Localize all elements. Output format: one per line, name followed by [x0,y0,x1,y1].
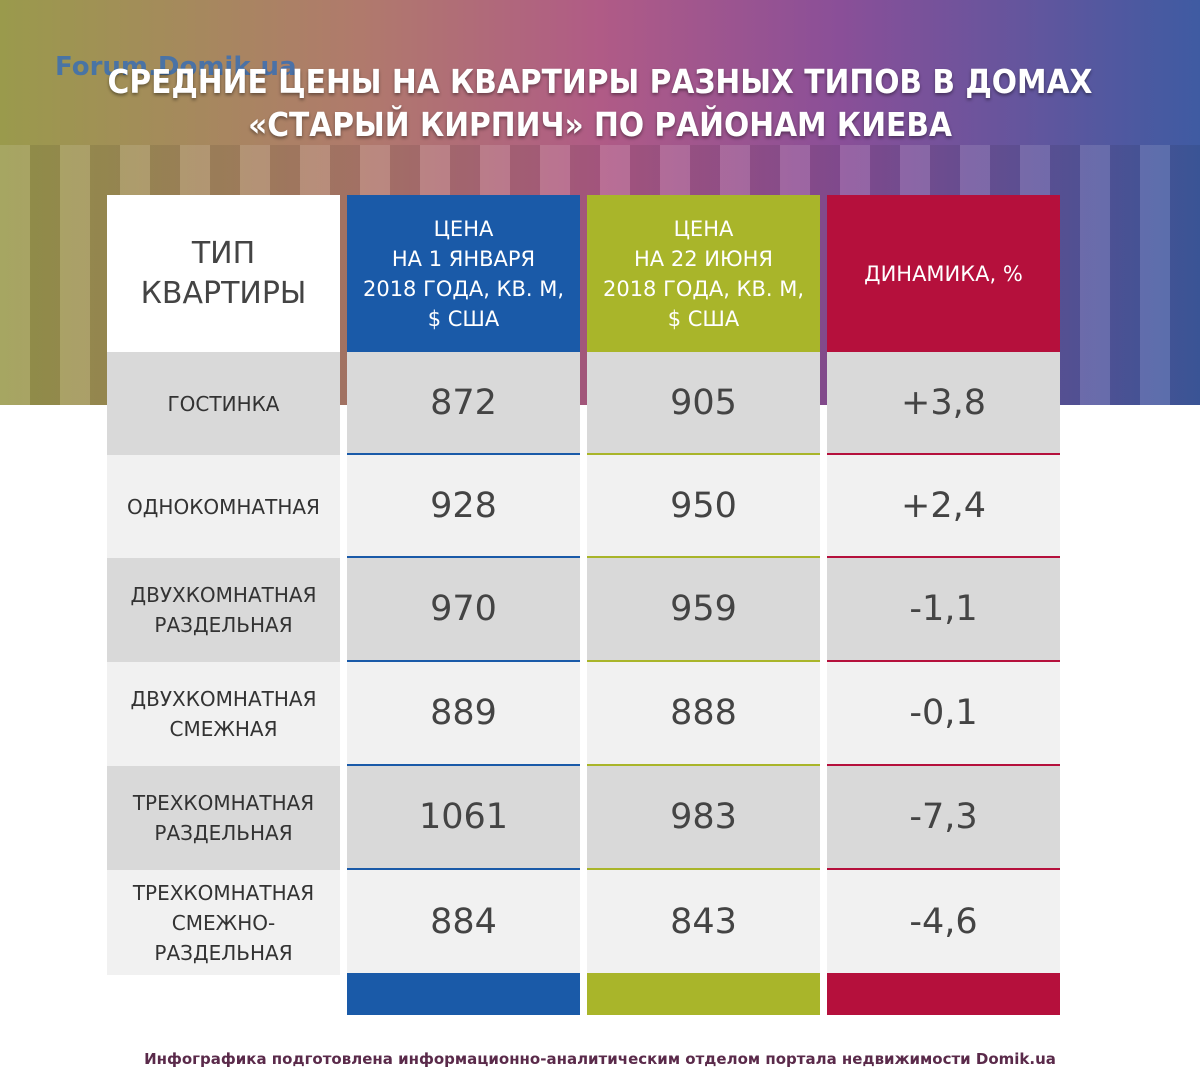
table-cell: -4,6 [827,870,1060,975]
header-cell: ЦЕНА НА 22 ИЮНЯ 2018 ГОДА, КВ. М, $ США [587,195,820,352]
table-cell: 983 [587,766,820,870]
text: 2018 ГОДА, КВ. М, [362,276,565,301]
table-cell: 959 [587,558,820,662]
footer-bar [587,975,820,1015]
text: 959 [670,589,737,629]
text: ТРЕХКОМНАТНАЯ [132,791,315,815]
table-cell: 888 [587,662,820,766]
text: -1,1 [909,589,978,629]
text: 889 [430,693,497,733]
text: РАЗДЕЛЬНАЯ [154,821,293,845]
text: 983 [670,797,737,837]
text: 970 [430,589,497,629]
text: ГОСТИНКА [167,391,280,416]
table-cell: 1061 [347,766,580,870]
text: 888 [670,693,737,733]
text: КВАРТИРЫ [140,275,307,311]
table-cell: ГОСТИНКА [107,352,340,455]
text: -0,1 [909,693,978,733]
footer-bar [827,975,1060,1015]
text: СМЕЖНО- [171,910,276,935]
text: РАЗДЕЛЬНАЯ [154,613,293,637]
text: 905 [670,382,737,423]
header-cell: ТИП КВАРТИРЫ [107,195,340,352]
logo: Forum.Domik.ua [55,52,297,82]
table-cell: 905 [587,352,820,455]
table-cell: ТРЕХКОМНАТНАЯ РАЗДЕЛЬНАЯ [107,766,340,870]
text: ДИНАМИКА, % [864,261,1023,286]
text: 928 [430,485,497,526]
text: ТИП [191,235,256,271]
table-cell: ДВУХКОМНАТНАЯ РАЗДЕЛЬНАЯ [107,558,340,662]
table-cell: 950 [587,455,820,558]
text: -7,3 [909,797,978,837]
text: НА 22 ИЮНЯ [634,246,773,271]
footer-bar [347,975,580,1015]
table-cell: 889 [347,662,580,766]
footer-bar [107,975,340,1015]
text: РАЗДЕЛЬНАЯ [154,940,293,965]
text: 872 [430,382,497,423]
table-cell: ТРЕХКОМНАТНАЯ СМЕЖНО- РАЗДЕЛЬНАЯ [107,870,340,975]
text: СМЕЖНАЯ [169,717,278,741]
table-cell: -1,1 [827,558,1060,662]
footer: Инфографика подготовлена информационно-а… [144,1050,1056,1068]
title: СРЕДНИЕ ЦЕНЫ НА КВАРТИРЫ РАЗНЫХ ТИПОВ В … [107,62,1093,101]
text: ДВУХКОМНАТНАЯ [130,583,317,607]
table-cell: +2,4 [827,455,1060,558]
title: «СТАРЫЙ КИРПИЧ» ПО РАЙОНАМ КИЕВА [248,105,952,144]
table-cell: ОДНОКОМНАТНАЯ [107,455,340,558]
text: НА 1 ЯНВАРЯ [391,246,536,271]
text: $ США [427,306,500,331]
text: ТРЕХКОМНАТНАЯ [132,880,315,905]
text: 884 [430,901,497,942]
table-cell: 843 [587,870,820,975]
text: ЦЕНА [433,216,494,241]
table-cell: +3,8 [827,352,1060,455]
table-cell: -0,1 [827,662,1060,766]
text: 950 [670,485,737,526]
table-cell: -7,3 [827,766,1060,870]
text: ЦЕНА [673,216,734,241]
table-cell: 928 [347,455,580,558]
text: 843 [670,901,737,942]
text: -4,6 [909,901,978,942]
text: +2,4 [901,485,986,526]
text: +3,8 [901,382,986,423]
table-cell: 872 [347,352,580,455]
table-cell: 970 [347,558,580,662]
text: 2018 ГОДА, КВ. М, [602,276,805,301]
header-cell: ДИНАМИКА, % [827,195,1060,352]
table-cell: ДВУХКОМНАТНАЯ СМЕЖНАЯ [107,662,340,766]
text: ОДНОКОМНАТНАЯ [127,494,320,519]
table-cell: 884 [347,870,580,975]
header-cell: ЦЕНА НА 1 ЯНВАРЯ 2018 ГОДА, КВ. М, $ США [347,195,580,352]
text: ДВУХКОМНАТНАЯ [130,687,317,711]
text: $ США [667,306,740,331]
text: 1061 [418,797,509,837]
